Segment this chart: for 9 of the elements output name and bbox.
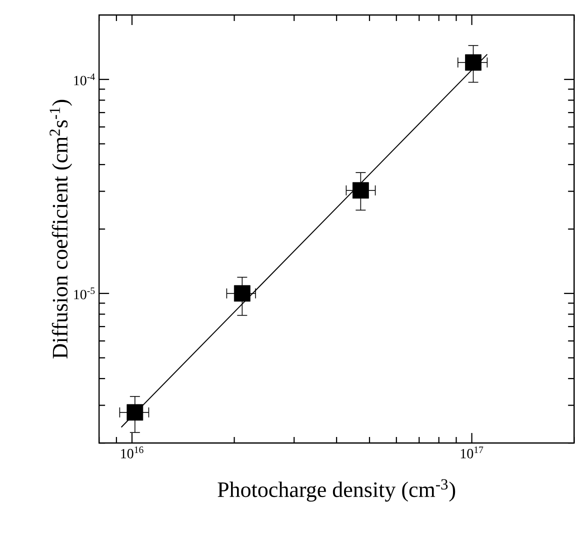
x-axis-title: Photocharge density (cm$^{-3}$) (218, 479, 456, 502)
point (352, 182, 369, 199)
y-tick-label: 10$^{-4}$ (74, 74, 95, 86)
point (126, 404, 144, 421)
x-tick-label: 10$^{16}$ (121, 446, 144, 458)
x-tick-label: 10$^{17}$ (460, 446, 484, 458)
y-tick-label: 10$^{-5}$ (74, 288, 95, 300)
point (465, 54, 482, 71)
y-axis-title: Diffusion coefficient (cm$^{2}$s$^{-1}$) (50, 100, 72, 358)
